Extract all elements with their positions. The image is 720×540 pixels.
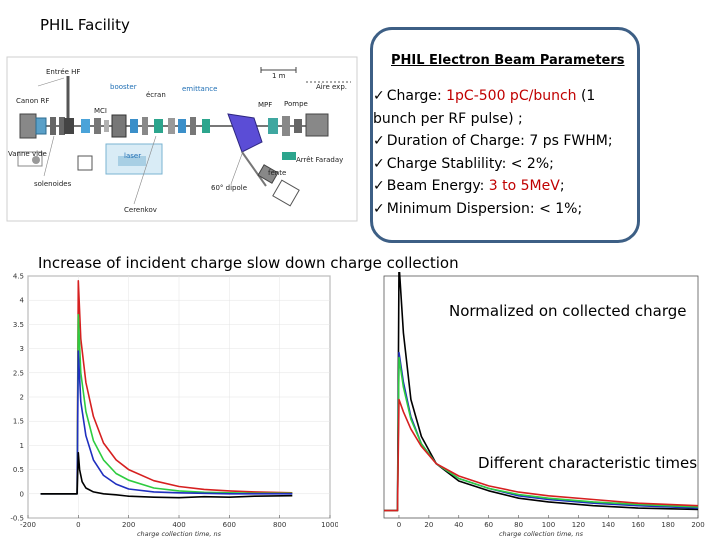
- y-tick-label: 0.5: [13, 466, 24, 474]
- x-tick-label: 60: [484, 521, 493, 529]
- x-tick-label: 0: [397, 521, 401, 529]
- x-axis-label: charge collection time, ns: [499, 530, 584, 538]
- parameters-list: ✓ Charge: 1pC-500 pC/bunch (1 bunch per R…: [373, 85, 635, 220]
- caption-increase: Increase of incident charge slow down ch…: [38, 254, 459, 272]
- check-icon: ✓: [373, 155, 385, 172]
- x-tick-label: 800: [273, 521, 286, 529]
- label-pompe: Pompe: [284, 100, 308, 108]
- y-tick-label: 2: [20, 394, 24, 402]
- x-tick-label: 120: [572, 521, 585, 529]
- beamline-drawing: [6, 56, 358, 222]
- y-tick-label: 4: [20, 297, 25, 305]
- label-booster: booster: [110, 83, 137, 91]
- label-vanne-vide: Vanne vide: [8, 150, 47, 158]
- check-icon: ✓: [373, 200, 385, 217]
- x-tick-label: 40: [454, 521, 463, 529]
- series-line-blue: [40, 350, 293, 495]
- label-cerenkov: Cerenkov: [124, 206, 157, 214]
- param-dispersion: ✓ Minimum Dispersion: < 1%;: [373, 200, 583, 217]
- x-tick-label: -200: [20, 521, 36, 529]
- param-duration: ✓ Duration of Charge: 7 ps FWHM;: [373, 133, 613, 149]
- param-energy: ✓ Beam Energy: 3 to 5MeV;: [373, 178, 565, 194]
- label-fente: fente: [268, 169, 287, 177]
- label-emittance: emittance: [182, 85, 218, 93]
- y-tick-label: 2.5: [13, 369, 24, 377]
- check-icon: ✓: [373, 88, 385, 104]
- y-tick-label: 1: [20, 442, 24, 450]
- series-line-black: [40, 451, 293, 499]
- series-line-red: [40, 280, 293, 495]
- param-charge-cont: bunch per RF pulse) ;: [373, 110, 523, 127]
- series-line-black: [384, 272, 699, 512]
- x-tick-label: 200: [122, 521, 135, 529]
- label-mpf: MPF: [258, 101, 273, 109]
- x-tick-label: 400: [172, 521, 185, 529]
- y-tick-label: -0.5: [10, 515, 24, 523]
- check-icon: ✓: [373, 178, 385, 194]
- parameters-title: PHIL Electron Beam Parameters: [391, 53, 625, 68]
- y-tick-label: 3.5: [13, 321, 24, 329]
- label-laser: laser: [124, 152, 142, 160]
- label-solenoides: solenoides: [34, 180, 72, 188]
- series-line-green: [384, 356, 699, 512]
- y-tick-label: 0: [20, 490, 24, 498]
- x-tick-label: 0: [76, 521, 80, 529]
- label-arret-faraday: Arrêt Faraday: [296, 156, 344, 164]
- series-line-green: [40, 313, 293, 495]
- y-tick-label: 3: [20, 345, 24, 353]
- slide-title: PHIL Facility: [40, 16, 130, 34]
- y-tick-label: 4.5: [13, 273, 24, 281]
- x-tick-label: 160: [632, 521, 645, 529]
- x-tick-label: 1000: [321, 521, 338, 529]
- beamline-schematic: Entrée HF Canon RF booster écran emittan…: [6, 56, 358, 222]
- y-tick-label: 1.5: [13, 418, 24, 426]
- x-tick-label: 600: [223, 521, 236, 529]
- caption-different: Different characteristic times: [478, 454, 698, 472]
- param-stability: ✓ Charge Stablility: < 2%;: [373, 155, 554, 172]
- x-axis-label: charge collection time, ns: [137, 530, 222, 538]
- label-ecran: écran: [146, 91, 166, 99]
- beam-parameters-panel: PHIL Electron Beam Parameters ✓ Charge: 1…: [370, 27, 640, 243]
- x-tick-label: 100: [542, 521, 555, 529]
- x-tick-label: 20: [424, 521, 433, 529]
- label-scale: 1 m: [272, 72, 286, 80]
- plot-current-left: -200 0 200 400 600 800 1000 -0.5 0 0.5 1 1.5 2 2.5 3 3.…: [8, 272, 338, 540]
- label-entree-hf: Entrée HF: [46, 68, 81, 76]
- label-dipole: 60° dipole: [211, 184, 247, 192]
- label-aire-exp: Aire exp.: [316, 83, 347, 91]
- check-icon: ✓: [373, 133, 385, 149]
- x-tick-label: 200: [691, 521, 704, 529]
- x-tick-label: 80: [514, 521, 523, 529]
- x-tick-label: 180: [661, 521, 674, 529]
- param-charge: ✓ Charge: 1pC-500 pC/bunch (1: [373, 88, 596, 104]
- label-mci: MCI: [94, 107, 107, 115]
- series-line-red: [384, 398, 699, 512]
- label-canon-rf: Canon RF: [16, 97, 50, 105]
- caption-normalized: Normalized on collected charge: [449, 302, 687, 320]
- x-tick-label: 140: [602, 521, 615, 529]
- chart-left: -200 0 200 400 600 800 1000 -0.5 0 0.5 1 1.5 2 2.5 3 3.…: [10, 273, 338, 539]
